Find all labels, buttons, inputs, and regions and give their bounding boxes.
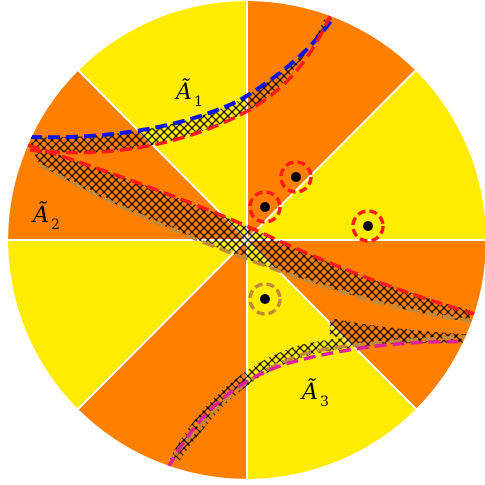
dot-2 bbox=[260, 202, 270, 212]
dot-3 bbox=[363, 221, 373, 231]
label-a2-index: 2 bbox=[51, 217, 60, 233]
label-a3-letter: Ã bbox=[300, 377, 318, 405]
label-a3: Ã 3 bbox=[300, 377, 329, 410]
curve-magenta-dashed bbox=[166, 339, 479, 469]
sector-top-left-yellow bbox=[78, 1, 247, 240]
ring-brown bbox=[248, 282, 282, 316]
label-a3-index: 3 bbox=[320, 394, 329, 410]
label-a2-letter: Ã bbox=[31, 200, 49, 228]
sector-bottom-right-yellow bbox=[247, 240, 416, 479]
point-red-1 bbox=[279, 160, 313, 194]
ring-red-3 bbox=[351, 209, 385, 243]
sector-upper-right-yellow bbox=[247, 70, 485, 240]
hatch-region-middle bbox=[30, 145, 470, 322]
ring-red-2 bbox=[248, 190, 282, 224]
sector-top-right-orange bbox=[247, 1, 416, 240]
curve-blue-dashed bbox=[29, 8, 340, 140]
dot-4 bbox=[260, 294, 270, 304]
point-brown bbox=[248, 282, 282, 316]
point-red-2 bbox=[248, 190, 282, 224]
label-a1-letter: Ã bbox=[174, 77, 192, 105]
curve-red-dashed-diagonal bbox=[27, 143, 479, 317]
dot-1 bbox=[291, 172, 301, 182]
label-a2: Ã 2 bbox=[31, 200, 60, 233]
sector-lower-left-yellow bbox=[8, 240, 247, 409]
label-a1-index: 1 bbox=[194, 94, 203, 110]
sector-upper-left-orange bbox=[26, 70, 247, 240]
label-a1: Ã 1 bbox=[174, 77, 203, 110]
hatch-region-top bbox=[30, 12, 336, 153]
ring-red-1 bbox=[279, 160, 313, 194]
curve-brown-dashed bbox=[39, 163, 479, 457]
curve-red-dashed-top bbox=[29, 15, 332, 155]
point-red-3 bbox=[351, 209, 385, 243]
